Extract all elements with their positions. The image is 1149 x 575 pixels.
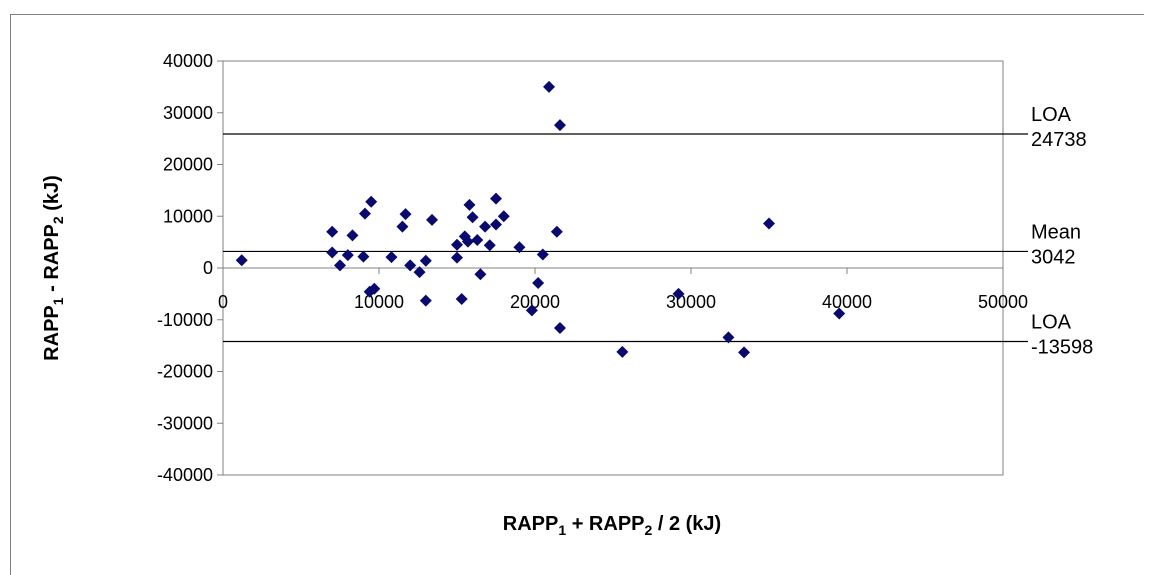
data-point [461,235,474,248]
data-point [419,254,432,267]
data-point [553,322,566,335]
y-tick-label: -10000 [157,310,213,330]
data-point [722,331,735,344]
data-point [451,251,463,264]
data-point [479,220,492,233]
data-point [455,293,468,306]
data-point [419,294,432,307]
data-point [550,225,563,238]
y-tick-label: 20000 [163,155,213,175]
data-point [413,266,426,279]
data-point [357,250,370,263]
data-point [368,282,381,295]
scatter-chart: 400003000020000100000-10000-20000-30000-… [41,51,1093,538]
data-point [497,210,510,223]
data-point [513,241,526,254]
y-axis-label: RAPP1 - RAPP2 (kJ) [41,175,66,361]
x-axis: 0 10000 20000 30000 40000 50000 [218,267,1028,312]
y-tick-label: 30000 [163,103,213,123]
data-point [451,238,463,251]
data-point [471,234,484,247]
data-point [326,225,339,238]
reference-label-name: LOA [1031,104,1072,126]
data-point [483,239,496,252]
data-point [536,248,549,261]
data-point [466,211,479,224]
x-tick-label: 30000 [666,292,716,312]
data-point [543,80,556,93]
data-point [404,259,417,272]
data-point [738,346,751,359]
data-point [763,217,775,230]
y-axis: 40000 30000 20000 10000 0 -10000 -20000 -30000 -… [157,51,223,485]
x-tick-label: 10000 [354,292,404,312]
data-point [474,268,487,281]
data-point [334,259,346,272]
x-tick-label: 40000 [822,292,872,312]
data-point [341,249,354,262]
data-points [235,80,846,359]
x-tick-label: 50000 [978,292,1028,312]
reference-label-name: Mean [1031,221,1081,243]
data-point [235,254,248,267]
x-tick-label: 20000 [510,292,560,312]
data-point [346,229,359,242]
data-point [672,287,685,300]
data-point [326,246,339,259]
reference-label-value: 24738 [1031,129,1087,151]
x-tick-label: 0 [218,292,228,312]
data-point [616,345,629,358]
reference-line-labels: LOA 24738 Mean 3042 LOA -13598 [1031,104,1093,359]
y-tick-label: 0 [203,258,213,278]
x-axis-label: RAPP1 + RAPP2 / 2 (kJ) [503,513,721,538]
data-point [396,220,409,233]
reference-lines [223,133,1028,343]
data-point [490,218,502,231]
reference-label-name: LOA [1031,311,1072,333]
data-point [358,207,371,220]
chart-frame [10,14,1144,575]
data-point [833,307,846,320]
y-tick-label: -40000 [157,465,213,485]
data-point [525,304,538,317]
data-point [490,192,502,205]
reference-label-value: 3042 [1031,246,1076,268]
y-tick-label: -30000 [157,413,213,433]
y-tick-label: -20000 [157,362,213,382]
data-point [463,198,476,211]
reference-label-value: -13598 [1031,336,1093,358]
y-tick-label: 10000 [163,206,213,226]
data-point [553,119,566,132]
data-point [426,213,439,226]
data-point [365,195,378,208]
data-point [532,277,545,290]
data-point [385,251,398,264]
y-tick-label: 40000 [163,51,213,71]
data-point [399,208,412,221]
